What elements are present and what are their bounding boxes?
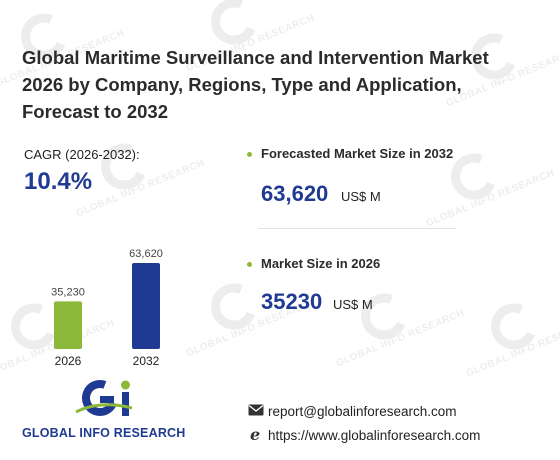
forecast-size-label: Forecasted Market Size in 2032 — [261, 146, 454, 161]
bar-category-label: 2032 — [133, 354, 160, 368]
gi-logo-icon — [75, 380, 133, 416]
globe-e-icon: e — [250, 426, 260, 442]
current-size-unit: US$ M — [333, 297, 373, 312]
website-link[interactable]: https://www.globalinforesearch.com — [268, 428, 481, 443]
current-size-value: 35230 — [261, 289, 323, 314]
bar-2026 — [54, 301, 82, 349]
bar-value-label: 35,230 — [51, 286, 85, 298]
envelope-icon — [248, 404, 264, 416]
bullet-icon — [247, 262, 252, 267]
bar-value-label: 63,620 — [129, 248, 163, 260]
svg-text:e: e — [250, 426, 260, 442]
forecast-size-value: 63,620 — [261, 181, 329, 206]
bar-category-label: 2026 — [55, 354, 82, 368]
bar-2032 — [132, 263, 160, 349]
divider — [258, 228, 456, 229]
cagr-label: CAGR (2026-2032): — [24, 147, 140, 162]
logo-name: GLOBAL INFO RESEARCH — [22, 426, 186, 440]
page-title: Global Maritime Surveillance and Interve… — [22, 47, 489, 122]
email-link[interactable]: report@globalinforesearch.com — [268, 404, 457, 419]
cagr-value: 10.4% — [24, 168, 93, 195]
bullet-icon — [247, 152, 252, 157]
current-size-label: Market Size in 2026 — [261, 256, 381, 271]
forecast-size-unit: US$ M — [341, 189, 381, 204]
